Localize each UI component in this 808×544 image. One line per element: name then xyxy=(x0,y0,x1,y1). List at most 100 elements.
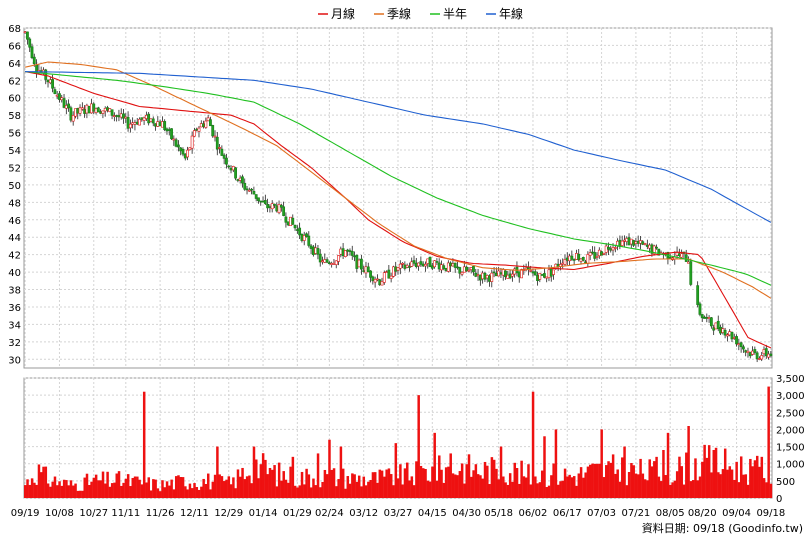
candlestick xyxy=(572,258,576,265)
volume-bar xyxy=(271,469,274,498)
volume-bar xyxy=(261,453,265,498)
volume-bar xyxy=(323,469,327,498)
candlestick xyxy=(655,244,658,250)
volume-bar xyxy=(717,472,720,498)
volume-bar xyxy=(94,474,98,498)
volume-bar xyxy=(362,476,366,498)
volume-bar xyxy=(120,485,123,498)
candlestick xyxy=(263,194,267,205)
x-tick-label: 10/08 xyxy=(45,508,74,519)
candlestick xyxy=(465,265,469,272)
x-tick-label: 08/05 xyxy=(656,508,685,519)
volume-tick-label: 2,500 xyxy=(776,408,805,419)
candlestick xyxy=(419,256,423,267)
volume-bar xyxy=(136,476,139,498)
volume-bar xyxy=(739,456,743,498)
volume-bar xyxy=(568,474,571,498)
volume-bar xyxy=(33,482,36,498)
candlestick xyxy=(284,212,288,228)
volume-bar xyxy=(534,476,537,498)
volume-bar xyxy=(51,481,54,498)
volume-bar xyxy=(35,484,38,498)
volume-bar xyxy=(383,476,386,498)
volume-bar xyxy=(563,468,567,498)
candlestick xyxy=(257,197,260,204)
volume-bar xyxy=(53,476,57,498)
volume-bar xyxy=(600,429,603,498)
volume-bar xyxy=(76,490,80,498)
volume-bar xyxy=(758,466,761,498)
candlestick xyxy=(389,272,393,283)
volume-bar xyxy=(328,439,331,498)
candlestick xyxy=(764,344,768,359)
volume-bar xyxy=(611,454,615,498)
volume-bar xyxy=(197,489,201,498)
volume-bar xyxy=(44,466,48,498)
volume-bar xyxy=(309,487,313,498)
candlestick xyxy=(188,147,192,151)
candlestick xyxy=(696,281,700,308)
volume-bar xyxy=(689,481,693,498)
volume-bar xyxy=(621,457,624,498)
volume-bar xyxy=(243,479,247,498)
candlestick xyxy=(709,317,713,329)
candlestick xyxy=(181,147,185,157)
volume-bar xyxy=(582,477,585,498)
volume-bar xyxy=(37,464,41,498)
volume-bar xyxy=(458,471,462,498)
candlestick xyxy=(387,264,391,279)
candlestick xyxy=(563,254,567,267)
volume-bar xyxy=(728,466,732,498)
candlestick xyxy=(412,255,416,266)
candlestick xyxy=(174,137,178,148)
volume-bar xyxy=(609,462,613,498)
candlestick xyxy=(289,216,292,226)
x-tick-label: 11/11 xyxy=(111,508,140,519)
volume-bar xyxy=(90,481,93,498)
candlestick xyxy=(689,258,693,287)
volume-bar xyxy=(158,491,162,498)
volume-bar xyxy=(264,459,267,498)
volume-bar xyxy=(273,465,276,498)
candlestick xyxy=(742,344,745,353)
volume-bar xyxy=(280,480,283,498)
candlestick xyxy=(227,165,231,169)
volume-bar xyxy=(266,474,269,498)
volume-bar xyxy=(616,469,619,498)
volume-bar xyxy=(419,465,423,498)
price-tick-label: 56 xyxy=(8,129,21,140)
legend-label: 月線 xyxy=(331,6,355,21)
volume-bar xyxy=(406,462,409,498)
candlestick xyxy=(53,86,57,95)
candlestick xyxy=(735,334,738,347)
candlestick xyxy=(581,256,585,262)
volume-bar xyxy=(303,484,306,498)
volume-bar xyxy=(714,447,718,498)
volume-bar xyxy=(671,482,674,498)
volume-bar xyxy=(216,446,219,498)
volume-bar xyxy=(396,478,400,498)
volume-bar xyxy=(252,446,256,498)
candlestick xyxy=(643,242,647,246)
volume-bar xyxy=(433,432,436,498)
volume-bar xyxy=(241,467,244,498)
volume-bar xyxy=(220,476,224,498)
volume-bar xyxy=(325,474,329,498)
volume-bar xyxy=(426,480,430,498)
volume-bar xyxy=(394,443,398,498)
candlestick xyxy=(78,104,82,117)
volume-bar xyxy=(142,391,146,498)
volume-bar xyxy=(618,481,622,498)
candlestick xyxy=(753,346,757,355)
candlestick xyxy=(396,266,400,275)
volume-bar xyxy=(543,436,546,498)
volume-bar xyxy=(357,475,361,498)
candlestick xyxy=(209,116,212,127)
legend-label: 半年 xyxy=(443,7,467,21)
volume-bar xyxy=(399,464,402,498)
volume-bar xyxy=(687,426,690,498)
volume-bar xyxy=(492,459,496,498)
candlestick xyxy=(147,112,151,126)
volume-bar xyxy=(229,484,233,498)
